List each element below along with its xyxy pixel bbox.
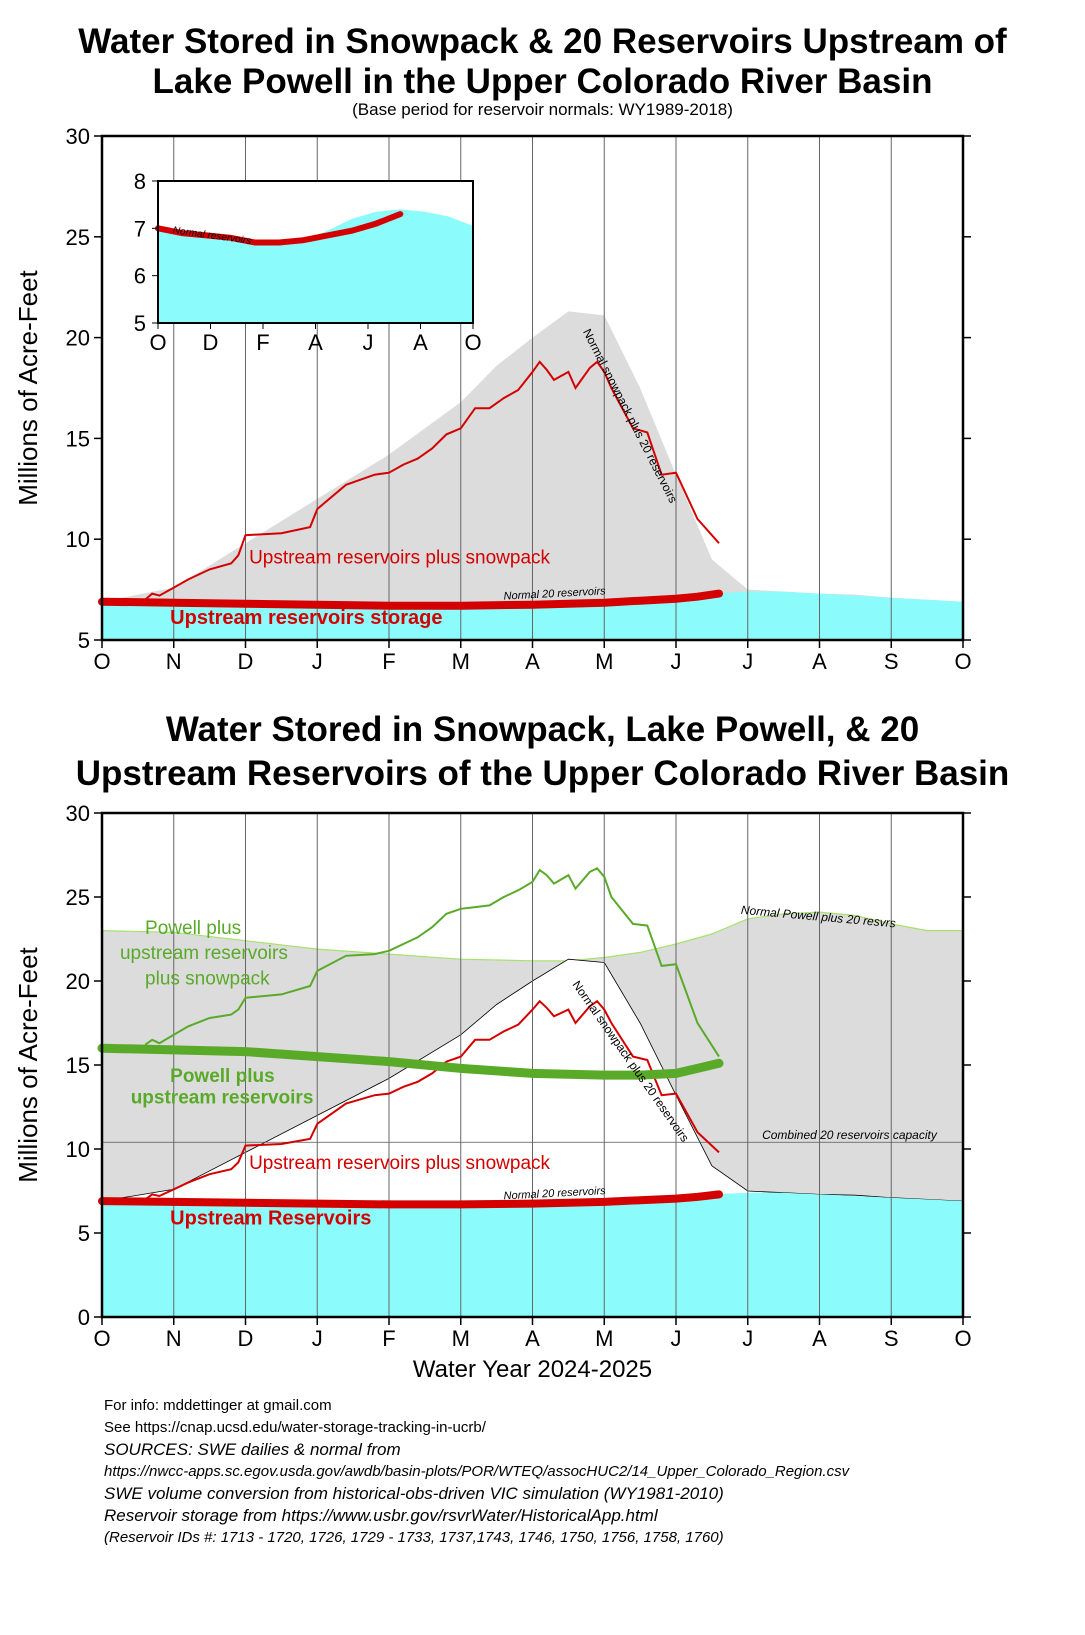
series-reservoirs-storage	[98, 1190, 723, 1209]
x-tick-label: J	[312, 649, 323, 674]
normal-snowpack-line	[101, 958, 964, 1202]
x-tick-label: S	[884, 1326, 899, 1351]
label-reservoirs-storage: Upstream reservoirs storage	[170, 607, 442, 629]
footer-ids: (Reservoir IDs #: 1713 - 1720, 1726, 172…	[104, 1529, 724, 1546]
top-chart-subtitle: (Base period for reservoir normals: WY19…	[352, 100, 733, 119]
top-chart-title-line2: Lake Powell in the Upper Colorado River …	[152, 62, 933, 101]
inset-x-tick-label: D	[203, 330, 219, 355]
y-tick-label: 25	[66, 885, 90, 910]
inset-y-tick-label: 5	[134, 311, 146, 336]
inset-x-tick-label: O	[464, 330, 481, 355]
inset-y-tick-label: 8	[134, 169, 146, 194]
inset-x-tick-label: A	[413, 330, 428, 355]
x-axis-label: Water Year 2024-2025	[413, 1356, 652, 1383]
x-tick-label: D	[238, 649, 254, 674]
x-tick-label: J	[312, 1326, 323, 1351]
y-tick-label: 0	[78, 1305, 90, 1330]
label-reservoirs: Upstream Reservoirs	[170, 1208, 371, 1230]
label-powell-snow-2: upstream reservoirs	[120, 943, 288, 964]
label-powell-res-1: Powell plus	[170, 1066, 275, 1087]
x-tick-label: O	[954, 1326, 971, 1351]
inset-x-tick-label: A	[308, 330, 323, 355]
label-normal-reservoirs: Normal 20 reservoirs	[503, 585, 606, 602]
y-tick-label: 15	[66, 1053, 90, 1078]
x-tick-label: O	[93, 1326, 110, 1351]
x-tick-label: A	[525, 1326, 540, 1351]
inset-normal-area	[158, 209, 473, 323]
x-tick-label: O	[954, 649, 971, 674]
y-axis-label: Millions of Acre-Feet	[13, 946, 43, 1182]
inset-y-tick-label: 7	[134, 216, 146, 241]
footer-swe-url: https://nwcc-apps.sc.egov.usda.gov/awdb/…	[104, 1463, 850, 1480]
footer-info: For info: mddettinger at gmail.com	[104, 1397, 332, 1414]
series-reservoirs-plus-snowpack	[144, 360, 720, 601]
top-chart-title-line1: Water Stored in Snowpack & 20 Reservoirs…	[78, 22, 1007, 61]
footer-reservoir: Reservoir storage from https://www.usbr.…	[104, 1506, 658, 1525]
footer-sources: SOURCES: SWE dailies & normal from	[104, 1440, 401, 1459]
series-powell-plus-snowpack	[144, 867, 720, 1058]
x-tick-label: M	[595, 1326, 613, 1351]
y-tick-label: 30	[66, 124, 90, 149]
label-reservoirs-plus-snowpack: Upstream reservoirs plus snowpack	[249, 1153, 550, 1174]
y-tick-label: 15	[66, 426, 90, 451]
chart-top: Normal 20 reservoirs Upstream reservoirs …	[13, 124, 972, 674]
x-tick-label: A	[525, 649, 540, 674]
inset-x-tick-label: F	[256, 330, 269, 355]
series-reservoirs-storage	[98, 589, 723, 610]
x-tick-label: J	[671, 1326, 682, 1351]
x-tick-label: J	[742, 1326, 753, 1351]
series-reservoirs-plus-snowpack	[144, 999, 720, 1201]
inset-current-line	[155, 211, 404, 246]
series-powell-plus-reservoirs	[97, 1043, 724, 1080]
label-powell-snow-1: Powell plus	[145, 918, 241, 939]
x-tick-label: A	[812, 649, 827, 674]
y-tick-label: 20	[66, 326, 90, 351]
x-tick-label: S	[884, 649, 899, 674]
bottom-chart-title-line2: Upstream Reservoirs of the Upper Colorad…	[75, 754, 1010, 793]
x-tick-label: M	[595, 649, 613, 674]
inset-y-tick-label: 6	[134, 264, 146, 289]
footer-vic: SWE volume conversion from historical-ob…	[104, 1484, 724, 1503]
y-tick-label: 5	[78, 628, 90, 653]
x-tick-label: O	[93, 649, 110, 674]
x-tick-label: A	[812, 1326, 827, 1351]
inset-x-tick-label: O	[149, 330, 166, 355]
label-capacity: Combined 20 reservoirs capacity	[762, 1128, 938, 1142]
y-tick-label: 20	[66, 969, 90, 994]
y-tick-label: 5	[78, 1221, 90, 1246]
x-tick-label: D	[238, 1326, 254, 1351]
x-tick-label: J	[671, 649, 682, 674]
label-powell-res-2: upstream reservoirs	[131, 1088, 314, 1109]
y-tick-label: 30	[66, 801, 90, 826]
label-powell-snow-3: plus snowpack	[145, 968, 270, 989]
y-axis-label: Millions of Acre-Feet	[13, 269, 43, 505]
inset-x-tick-label: J	[363, 330, 374, 355]
x-tick-label: M	[452, 649, 470, 674]
x-tick-label: F	[382, 649, 395, 674]
x-tick-label: J	[742, 649, 753, 674]
label-normal-reservoirs: Normal 20 reservoirs	[503, 1185, 606, 1202]
y-tick-label: 10	[66, 527, 90, 552]
x-tick-label: N	[166, 1326, 182, 1351]
y-tick-label: 25	[66, 225, 90, 250]
bottom-chart-title-line1: Water Stored in Snowpack, Lake Powell, &…	[165, 710, 920, 749]
footer: For info: mddettinger at gmail.com See h…	[104, 1395, 849, 1549]
x-tick-label: M	[452, 1326, 470, 1351]
label-reservoirs-plus-snowpack: Upstream reservoirs plus snowpack	[249, 547, 550, 568]
y-tick-label: 10	[66, 1137, 90, 1162]
x-tick-label: F	[382, 1326, 395, 1351]
footer-see: See https://cnap.ucsd.edu/water-storage-…	[104, 1419, 486, 1436]
x-tick-label: N	[166, 649, 182, 674]
